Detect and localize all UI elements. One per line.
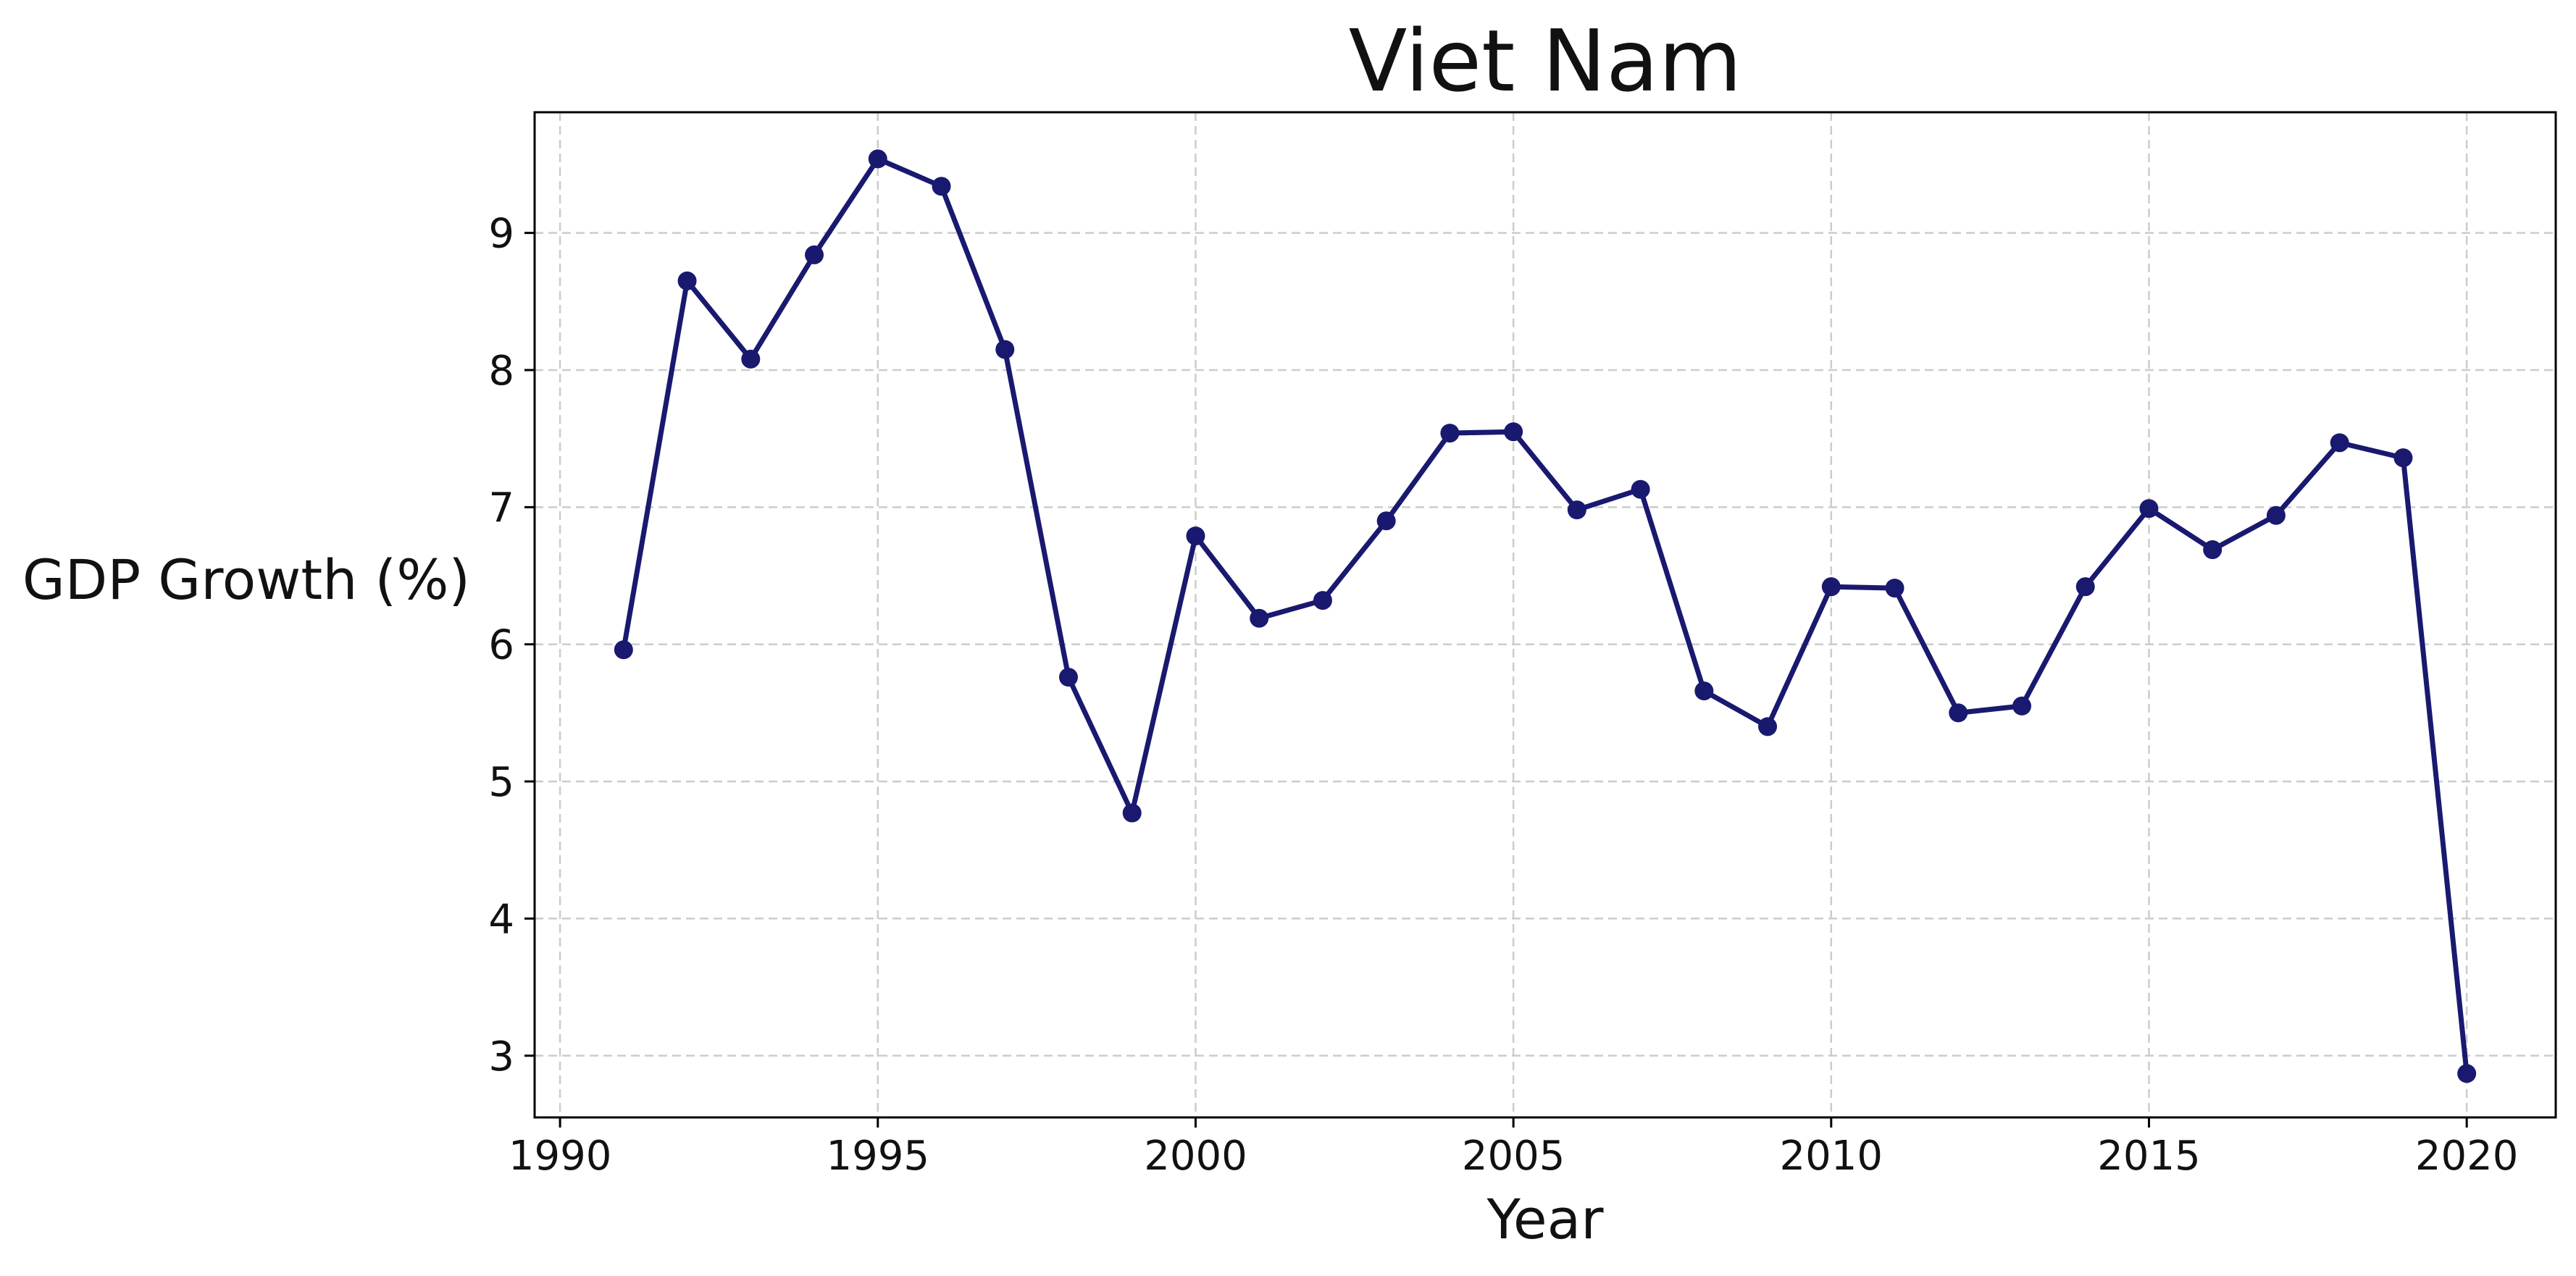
x-tick-label: 2005 (1462, 1133, 1565, 1180)
data-point (1821, 577, 1841, 597)
data-point (2266, 505, 2286, 525)
chart-title: Viet Nam (1349, 11, 1742, 111)
data-point (2203, 540, 2222, 560)
data-point (2330, 433, 2349, 453)
grid (535, 112, 2556, 1117)
y-tick-label: 6 (488, 622, 514, 669)
data-point (868, 149, 887, 169)
x-tick-label: 2000 (1144, 1133, 1247, 1180)
data-point (2457, 1064, 2477, 1083)
data-point (1122, 803, 1142, 823)
data-point (1440, 424, 1460, 443)
data-point (677, 271, 697, 290)
y-tick-label: 7 (488, 484, 514, 532)
data-point (805, 245, 824, 264)
data-point (2075, 577, 2095, 597)
data-point (741, 349, 761, 369)
y-tick-label: 3 (488, 1033, 514, 1080)
data-point (1250, 608, 1269, 628)
data-point (1885, 579, 1904, 598)
data-point (1949, 703, 1968, 723)
data-point (1058, 668, 1078, 687)
data-point (614, 640, 633, 660)
data-point (2139, 499, 2159, 519)
data-point (1504, 422, 1523, 442)
series-line (621, 156, 2470, 1074)
plot-frame (533, 111, 2557, 1119)
y-tick-label: 8 (488, 348, 514, 395)
data-point (2393, 448, 2413, 468)
data-point (1694, 681, 1714, 701)
data-point (2012, 696, 2032, 715)
y-tick-label: 9 (488, 211, 514, 258)
y-tick-label: 4 (488, 896, 514, 943)
data-point (1376, 511, 1396, 531)
x-tick-label: 2015 (2097, 1133, 2201, 1180)
y-axis-label: GDP Growth (%) (22, 547, 470, 612)
data-point (1186, 526, 1205, 546)
data-point (932, 177, 951, 196)
x-tick-label: 1995 (827, 1133, 930, 1180)
data-point (1758, 717, 1778, 736)
x-tick-label: 1990 (509, 1133, 612, 1180)
x-axis-label: Year (1486, 1187, 1605, 1251)
ticks: 1990 1995 2000 2005 2010 2015 2020 3 4 5 6 7 8 9 (488, 211, 2518, 1180)
data-point (1567, 500, 1586, 520)
data-point (1313, 591, 1332, 610)
x-tick-label: 2020 (2415, 1133, 2519, 1180)
data-point (995, 340, 1015, 359)
x-tick-label: 2010 (1780, 1133, 1883, 1180)
y-tick-label: 5 (488, 759, 514, 806)
data-point (1631, 479, 1650, 499)
series-layer (614, 149, 2477, 1083)
